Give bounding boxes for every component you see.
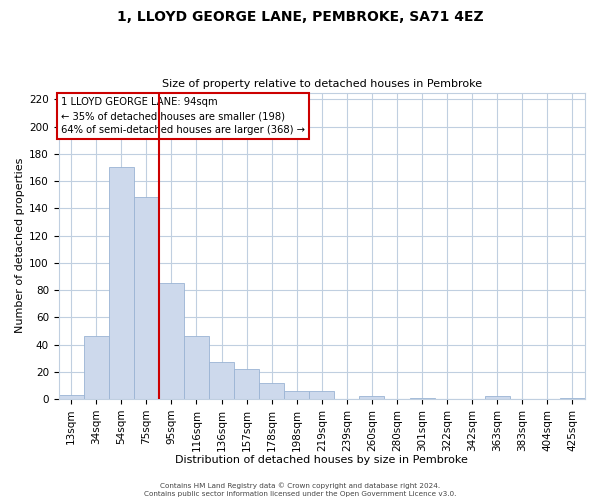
Bar (209, 362, 234, 399)
Bar (485, 396, 510, 399)
Bar (560, 398, 585, 399)
Bar (284, 391, 309, 399)
Bar (184, 336, 209, 399)
Bar (134, 198, 159, 399)
Bar (59, 395, 84, 399)
Bar (84, 336, 109, 399)
Bar (410, 398, 434, 399)
Bar (109, 168, 134, 399)
Bar (259, 382, 284, 399)
Y-axis label: Number of detached properties: Number of detached properties (15, 158, 25, 334)
Text: 1 LLOYD GEORGE LANE: 94sqm
← 35% of detached houses are smaller (198)
64% of sem: 1 LLOYD GEORGE LANE: 94sqm ← 35% of deta… (61, 97, 305, 135)
Text: Contains HM Land Registry data © Crown copyright and database right 2024.: Contains HM Land Registry data © Crown c… (160, 482, 440, 489)
Bar (309, 391, 334, 399)
Text: 1, LLOYD GEORGE LANE, PEMBROKE, SA71 4EZ: 1, LLOYD GEORGE LANE, PEMBROKE, SA71 4EZ (116, 10, 484, 24)
Bar (159, 283, 184, 399)
Bar (359, 396, 385, 399)
Bar (234, 369, 259, 399)
Title: Size of property relative to detached houses in Pembroke: Size of property relative to detached ho… (162, 79, 482, 89)
X-axis label: Distribution of detached houses by size in Pembroke: Distribution of detached houses by size … (175, 455, 468, 465)
Text: Contains public sector information licensed under the Open Government Licence v3: Contains public sector information licen… (144, 491, 456, 497)
